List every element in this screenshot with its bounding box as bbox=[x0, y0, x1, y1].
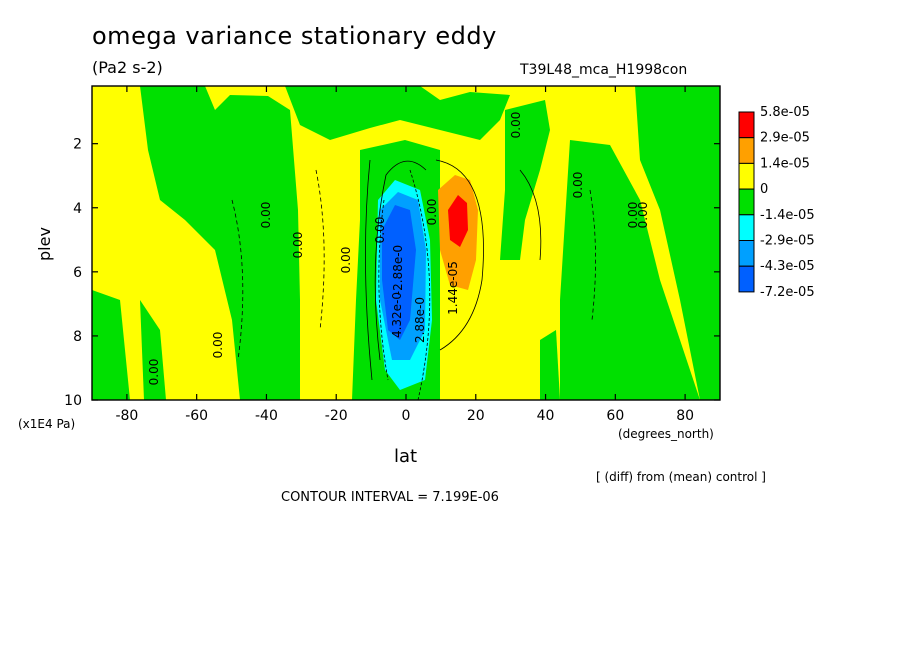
contour-label: 0.00 bbox=[291, 232, 305, 259]
x-axis-units: (degrees_north) bbox=[618, 427, 714, 441]
x-tick-label: 80 bbox=[676, 408, 694, 424]
x-tick-label: 60 bbox=[606, 408, 624, 424]
color-legend: 5.8e-05 2.9e-05 1.4e-05 0 -1.4e-05 -2.9e-05 -4… bbox=[738, 105, 815, 300]
x-tick-label: 0 bbox=[402, 408, 411, 424]
contour-label: 0.00 bbox=[373, 217, 387, 244]
neg-band-nh-mid bbox=[560, 140, 700, 400]
legend-label: -1.4e-05 bbox=[760, 208, 815, 223]
contour-label: 0.00 bbox=[626, 202, 640, 229]
contour-label: 4.32e-0 bbox=[390, 292, 404, 338]
neg-band-nh-polar bbox=[635, 86, 720, 400]
contour-label: 2.88e-0 bbox=[413, 297, 427, 343]
contour-label: 0.00 bbox=[339, 247, 353, 274]
legend-swatch bbox=[738, 240, 755, 267]
x-axis: -80 -60 -40 -20 0 20 40 60 80 bbox=[115, 86, 694, 424]
contour-label: 0.00 bbox=[636, 202, 650, 229]
neg-band-sh-polar bbox=[140, 300, 166, 400]
legend-label: -2.9e-05 bbox=[760, 234, 815, 249]
legend-swatch bbox=[738, 111, 755, 139]
y-tick-label: 4 bbox=[73, 201, 82, 217]
contour-label: 1.44e-05 bbox=[446, 261, 460, 315]
contour-interval: CONTOUR INTERVAL = 7.199E-06 bbox=[281, 490, 499, 505]
y-tick-label: 2 bbox=[73, 137, 82, 153]
legend-label: -7.2e-05 bbox=[760, 285, 815, 300]
y-tick-label: 8 bbox=[73, 329, 82, 345]
contour-labels: 0.000.000.000.000.000.000.000.000.000.00… bbox=[147, 112, 650, 386]
contour-label: 0.00 bbox=[571, 172, 585, 199]
contour-label: 0.00 bbox=[425, 199, 439, 226]
x-tick-label: 20 bbox=[467, 408, 485, 424]
legend-swatch bbox=[738, 265, 755, 293]
legend-label: 0 bbox=[760, 182, 768, 197]
neg-band-nh-low bbox=[540, 330, 560, 400]
neg-band-sh-far bbox=[92, 290, 130, 400]
x-tick-label: -20 bbox=[325, 408, 348, 424]
neg-band-upper bbox=[285, 86, 510, 140]
contour-label: -2.88e-0 bbox=[391, 245, 405, 295]
legend-swatch bbox=[738, 188, 755, 216]
chart-title: omega variance stationary eddy bbox=[92, 22, 497, 50]
contour-label: 0.00 bbox=[147, 359, 161, 386]
contour-label: 0.00 bbox=[211, 332, 225, 359]
y-axis-label: plev bbox=[35, 227, 54, 261]
legend-swatch bbox=[738, 162, 755, 190]
contour-label: 0.00 bbox=[259, 202, 273, 229]
run-id: T39L48_mca_H1998con bbox=[520, 62, 688, 78]
neg-band-sh-mid bbox=[140, 86, 300, 400]
x-tick-label: -80 bbox=[115, 408, 138, 424]
chart-units: (Pa2 s-2) bbox=[92, 58, 163, 77]
y-tick-label: 6 bbox=[73, 265, 82, 281]
legend-swatch bbox=[738, 137, 755, 164]
diff-note: [ (diff) from (mean) control ] bbox=[596, 470, 766, 484]
x-tick-label: -40 bbox=[255, 408, 278, 424]
y-tick-label: 10 bbox=[64, 393, 82, 409]
neg-core-deep bbox=[382, 205, 416, 340]
x-tick-label: 40 bbox=[537, 408, 555, 424]
legend-label: 5.8e-05 bbox=[760, 105, 810, 120]
contour-field bbox=[92, 86, 720, 400]
pos-core-red bbox=[448, 195, 468, 247]
x-axis-label: lat bbox=[394, 446, 418, 467]
legend-label: 2.9e-05 bbox=[760, 131, 810, 146]
neg-band-nh-sub bbox=[500, 100, 550, 260]
y-axis-units: (x1E4 Pa) bbox=[18, 417, 76, 431]
legend-swatch bbox=[738, 214, 755, 242]
legend-label: -4.3e-05 bbox=[760, 259, 815, 274]
contour-lines bbox=[231, 159, 596, 400]
legend-label: 1.4e-05 bbox=[760, 156, 810, 171]
y-axis: 2 4 6 8 10 bbox=[64, 137, 720, 409]
contour-label: 0.00 bbox=[509, 112, 523, 139]
x-tick-label: -60 bbox=[185, 408, 208, 424]
